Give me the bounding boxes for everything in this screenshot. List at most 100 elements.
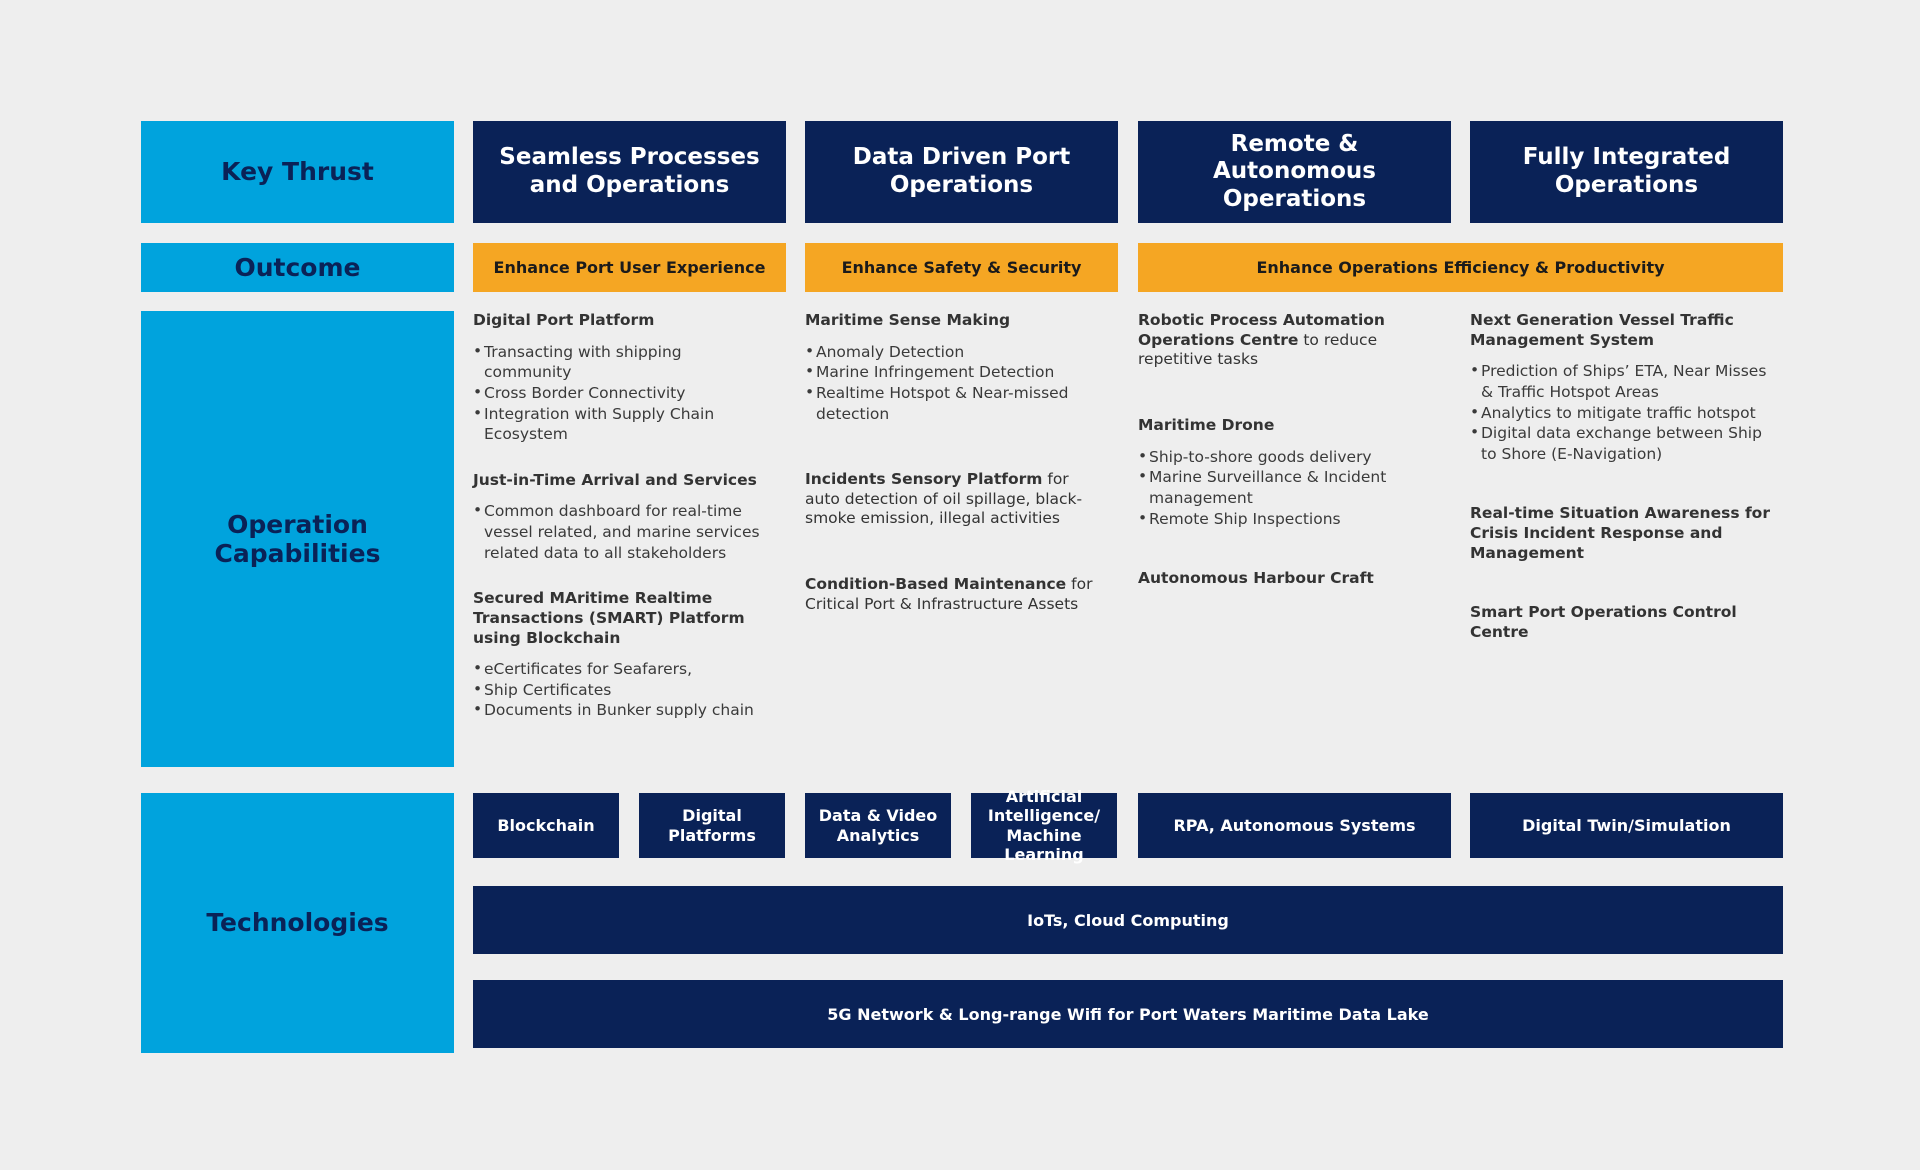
spacer (1138, 396, 1438, 416)
outcome-band-operations-efficiency[interactable]: Enhance Operations Efficiency & Producti… (1138, 243, 1783, 292)
outcome-label: Enhance Port User Experience (493, 258, 766, 277)
capability-title: Digital Port Platform (473, 311, 655, 329)
outcome-band-port-user-experience[interactable]: Enhance Port User Experience (473, 243, 786, 292)
capability-title: Just-in-Time Arrival and Services (473, 470, 757, 489)
capability-block: Next Generation Vessel Traffic Managemen… (1470, 311, 1780, 464)
thrust-label: Fully Integrated Operations (1522, 144, 1731, 198)
capability-title: Maritime Drone (1138, 416, 1275, 435)
capability-title: Incidents Sensory Platform for auto dete… (805, 470, 1105, 529)
capability-block: Maritime Drone Ship-to-shore goods deliv… (1138, 416, 1438, 529)
thrust-label: Seamless Processes and Operations (499, 144, 760, 198)
list-item: Ship-to-shore goods delivery (1138, 446, 1438, 468)
rail-opcap-line2: Capabilities (214, 539, 381, 568)
rail-operation-capabilities-text: Operation Capabilities (215, 510, 381, 569)
capability-title: Robotic Process Automation Operations Ce… (1138, 311, 1438, 370)
capability-title-rest: for auto detection of oil spillage, blac… (805, 470, 1083, 528)
technology-band-label: IoTs, Cloud Computing (1027, 910, 1229, 930)
technology-chip-rpa-autonomous-systems[interactable]: RPA, Autonomous Systems (1138, 793, 1451, 858)
technology-band-iots-cloud-computing[interactable]: IoTs, Cloud Computing (473, 886, 1783, 954)
spacer (1138, 555, 1438, 569)
technology-chip-label: Data & Video Analytics (818, 806, 938, 845)
technology-chip-data-video-analytics[interactable]: Data & Video Analytics (805, 793, 951, 858)
list-item: Common dashboard for real-time vessel re… (473, 500, 773, 563)
outcome-label: Enhance Operations Efficiency & Producti… (1256, 258, 1665, 277)
capability-block: Maritime Sense Making Anomaly Detection … (805, 311, 1105, 424)
rail-label-key-thrust: Key Thrust (141, 121, 454, 223)
technology-chip-artificial-intelligence-machine-learning[interactable]: Artificial Intelligence/ Machine Learnin… (971, 787, 1117, 864)
list-item: Marine Infringement Detection (805, 361, 1105, 383)
list-item: Realtime Hotspot & Near-missed detection (805, 382, 1105, 424)
spacer (805, 424, 1105, 450)
technology-chip-label: RPA, Autonomous Systems (1173, 815, 1416, 835)
technology-chip-label: Digital Twin/Simulation (1522, 815, 1731, 835)
capability-bullet-list: Common dashboard for real-time vessel re… (473, 500, 773, 563)
outcome-band-safety-security[interactable]: Enhance Safety & Security (805, 243, 1118, 292)
spacer (1470, 563, 1780, 589)
spacer (1470, 589, 1780, 603)
capability-block: Smart Port Operations Control Centre (1470, 603, 1780, 642)
spacer (1138, 529, 1438, 555)
list-item: Ship Certificates (473, 679, 773, 701)
list-item: Marine Surveillance & Incident managemen… (1138, 466, 1438, 508)
capability-title: Condition-Based Maintenance for Critical… (805, 575, 1105, 614)
capability-column-remote-autonomous-operations: Robotic Process Automation Operations Ce… (1138, 311, 1438, 767)
thrust-label: Data Driven Port Operations (852, 144, 1071, 198)
technology-chip-label: Artificial Intelligence/ Machine Learnin… (987, 787, 1101, 864)
technology-chip-label: Digital Platforms (668, 806, 756, 845)
capability-title: Smart Port Operations Control Centre (1470, 603, 1737, 642)
technology-chip-digital-twin-simulation[interactable]: Digital Twin/Simulation (1470, 793, 1783, 858)
capability-title-bold: Condition-Based Maintenance (805, 575, 1067, 594)
capability-title-bold: Robotic Process Automation Operations Ce… (1138, 311, 1385, 349)
thrust-header-data-driven-port-operations[interactable]: Data Driven Port Operations (805, 121, 1118, 223)
rail-label-technologies: Technologies (141, 793, 454, 1053)
technology-band-label: 5G Network & Long-range Wifi for Port Wa… (827, 1004, 1429, 1024)
outcome-label: Enhance Safety & Security (841, 258, 1082, 277)
capability-block: Just-in-Time Arrival and Services Common… (473, 471, 773, 564)
spacer (805, 450, 1105, 470)
thrust-header-seamless-processes[interactable]: Seamless Processes and Operations (473, 121, 786, 223)
capability-block: Secured MAritime Realtime Transactions (… (473, 589, 773, 721)
list-item: Cross Border Connectivity (473, 382, 773, 404)
list-item: Remote Ship Inspections (1138, 508, 1438, 530)
capability-title: Autonomous Harbour Craft (1138, 569, 1374, 588)
capability-bullet-list: Transacting with shipping community Cros… (473, 341, 773, 445)
technology-chip-label: Blockchain (497, 815, 595, 835)
capability-column-fully-integrated-operations: Next Generation Vessel Traffic Managemen… (1470, 311, 1780, 767)
capability-column-seamless-processes: Digital Port Platform Transacting with s… (473, 311, 773, 767)
spacer (1470, 464, 1780, 490)
capability-bullet-list: Prediction of Ships’ ETA, Near Misses & … (1470, 360, 1780, 464)
spacer (805, 529, 1105, 555)
capability-bullet-list: Anomaly Detection Marine Infringement De… (805, 341, 1105, 424)
rail-label-outcome: Outcome (141, 243, 454, 292)
spacer (805, 555, 1105, 575)
capability-column-data-driven-port-operations: Maritime Sense Making Anomaly Detection … (805, 311, 1105, 767)
rail-technologies-text: Technologies (206, 908, 389, 938)
capability-title-bold: Incidents Sensory Platform (805, 470, 1043, 489)
technology-chip-blockchain[interactable]: Blockchain (473, 793, 619, 858)
spacer (1138, 370, 1438, 396)
list-item: Digital data exchange between Ship to Sh… (1470, 422, 1780, 464)
capability-block: Real-time Situation Awareness for Crisis… (1470, 504, 1780, 563)
rail-key-thrust-text: Key Thrust (221, 157, 374, 187)
technology-chip-digital-platforms[interactable]: Digital Platforms (639, 793, 785, 858)
capability-title: Secured MAritime Realtime Transactions (… (473, 589, 745, 647)
capability-bullet-list: Ship-to-shore goods delivery Marine Surv… (1138, 446, 1438, 530)
list-item: Integration with Supply Chain Ecosystem (473, 402, 773, 445)
thrust-header-fully-integrated-operations[interactable]: Fully Integrated Operations (1470, 121, 1783, 223)
rail-opcap-line1: Operation (227, 509, 368, 539)
capability-bullet-list: eCertificates for Seafarers, Ship Certif… (473, 658, 773, 721)
capability-block: Robotic Process Automation Operations Ce… (1138, 311, 1438, 370)
capability-block: Condition-Based Maintenance for Critical… (805, 575, 1105, 614)
thrust-header-remote-autonomous-operations[interactable]: Remote & Autonomous Operations (1138, 121, 1451, 223)
rail-label-operation-capabilities: Operation Capabilities (141, 311, 454, 767)
list-item: Anomaly Detection (805, 341, 1105, 363)
list-item: Transacting with shipping community (473, 341, 773, 383)
spacer (473, 445, 773, 471)
capability-block: Autonomous Harbour Craft (1138, 569, 1438, 589)
technology-band-5g-network-data-lake[interactable]: 5G Network & Long-range Wifi for Port Wa… (473, 980, 1783, 1048)
thrust-label: Remote & Autonomous Operations (1213, 130, 1376, 212)
spacer (1470, 490, 1780, 504)
list-item: Analytics to mitigate traffic hotspot (1470, 402, 1780, 424)
capability-title-rest: to reduce repetitive tasks (1138, 330, 1378, 369)
